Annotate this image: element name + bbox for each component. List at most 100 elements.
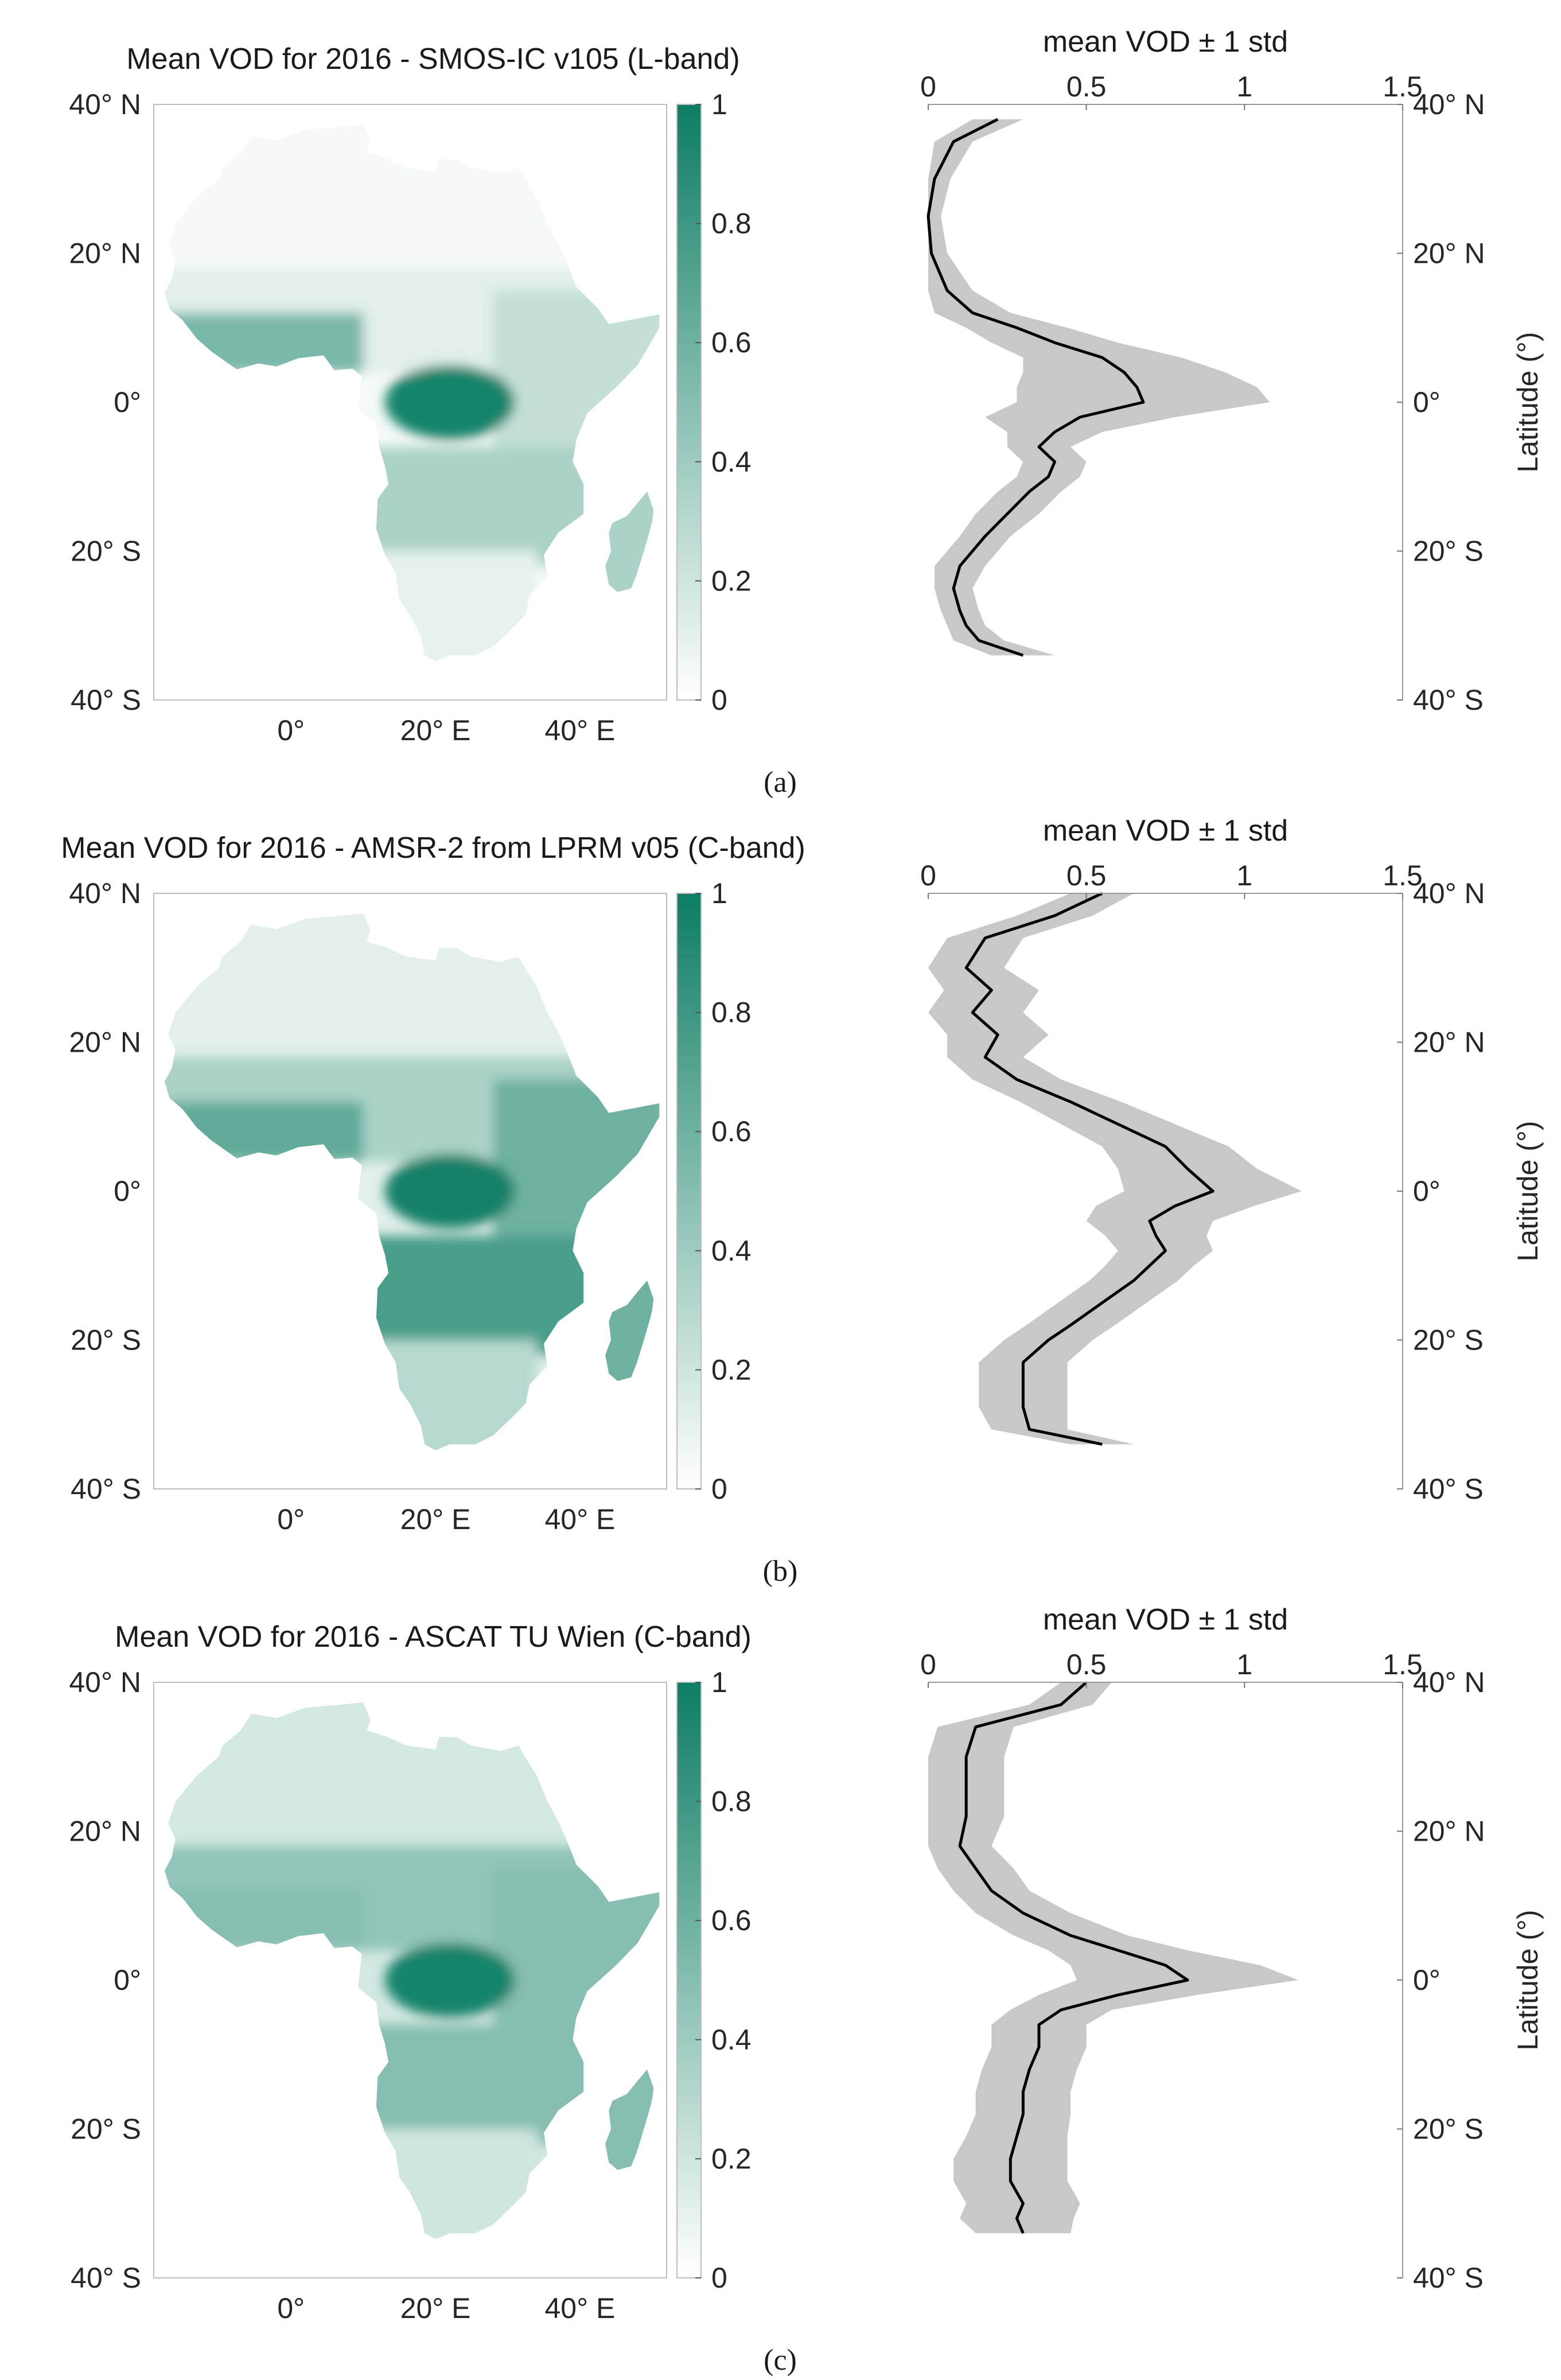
lat-tick-label: 0° xyxy=(114,1175,141,1207)
profile-y-tick-label: 40° N xyxy=(1413,1666,1485,1698)
profile-ylabel: Latitude (°) xyxy=(1512,1910,1544,2050)
colorbar-tick-label: 0.2 xyxy=(711,1354,752,1386)
lat-tick-label: 40° S xyxy=(71,684,141,716)
profile-x-tick-label: 1.5 xyxy=(1383,71,1423,103)
mean-line xyxy=(958,1681,1189,2234)
colorbar xyxy=(676,104,702,701)
colorbar-tick-label: 1 xyxy=(711,88,727,120)
panel-a: Mean VOD for 2016 - SMOS-IC v105 (L-band… xyxy=(69,25,1544,799)
map-fill xyxy=(164,1702,660,2239)
vod-map xyxy=(164,125,660,662)
colorbar-tick-label: 0 xyxy=(711,2262,727,2294)
profile-y-tick-label: 40° S xyxy=(1413,2262,1484,2294)
map-frame xyxy=(153,893,667,1490)
lat-tick-label: 20° N xyxy=(69,1026,141,1059)
lat-tick-label: 40° N xyxy=(69,877,141,909)
colorbar xyxy=(676,1682,702,2278)
lon-tick-label: 40° E xyxy=(544,2292,615,2324)
std-band xyxy=(928,1682,1299,2234)
profile-ylabel: Latitude (°) xyxy=(1512,332,1544,472)
vod-map xyxy=(164,913,660,1450)
lat-tick-label: 20° S xyxy=(71,535,141,567)
profile-y-tick-label: 20° S xyxy=(1413,1324,1484,1356)
lon-tick-label: 20° E xyxy=(400,714,471,746)
region-west-coast xyxy=(164,1102,364,1162)
region-congo xyxy=(384,1943,515,2017)
profile-y-tick-label: 20° S xyxy=(1413,2113,1484,2145)
panels-root: Mean VOD for 2016 - SMOS-IC v105 (L-band… xyxy=(61,25,1544,2377)
profile-x-tick-label: 1 xyxy=(1236,1648,1252,1681)
std-band xyxy=(928,893,1302,1445)
profile-x-tick-label: 0 xyxy=(920,71,936,103)
profile-y-tick-label: 0° xyxy=(1413,1175,1441,1207)
region-southern-savanna xyxy=(363,2024,595,2144)
region-southern-dry xyxy=(363,1340,537,1450)
profile-ylabel: Latitude (°) xyxy=(1512,1121,1544,1261)
profile-y-tick-label: 20° S xyxy=(1413,535,1484,567)
panel-caption: (c) xyxy=(764,2344,797,2377)
profile-title: mean VOD ± 1 std xyxy=(1043,1603,1288,1636)
profile-title: mean VOD ± 1 std xyxy=(1043,25,1288,59)
profile-x-tick-label: 1 xyxy=(1236,71,1252,103)
panel-b: Mean VOD for 2016 - AMSR-2 from LPRM v05… xyxy=(61,814,1544,1588)
map-regions xyxy=(164,268,660,662)
lat-tick-label: 40° S xyxy=(71,2262,141,2294)
mean-line xyxy=(964,892,1214,1446)
profile-y-tick-label: 0° xyxy=(1413,386,1441,418)
profile-x-tick-label: 0.5 xyxy=(1066,860,1107,892)
colorbar-tick-label: 0.2 xyxy=(711,2142,752,2175)
profile-x-tick-label: 0 xyxy=(920,860,936,892)
profile-x-tick-label: 1.5 xyxy=(1383,1648,1423,1681)
colorbar-tick-label: 0.4 xyxy=(711,2024,752,2056)
map-title: Mean VOD for 2016 - SMOS-IC v105 (L-band… xyxy=(126,42,739,76)
colorbar-tick-label: 0.8 xyxy=(711,997,752,1029)
lat-tick-label: 20° N xyxy=(69,238,141,270)
region-congo xyxy=(384,1154,515,1228)
colorbar-tick-label: 0.2 xyxy=(711,565,752,597)
region-southern-dry xyxy=(363,2129,537,2239)
madagascar xyxy=(605,1280,654,1381)
region-southern-savanna xyxy=(363,1235,595,1355)
lat-tick-label: 40° N xyxy=(69,1666,141,1698)
colorbar-tick-label: 0 xyxy=(711,684,727,716)
lon-tick-label: 20° E xyxy=(400,1503,471,1535)
region-southern-dry xyxy=(363,551,537,662)
madagascar xyxy=(605,2069,654,2170)
colorbar-tick-label: 0.8 xyxy=(711,1786,752,1818)
colorbar-tick-label: 0.4 xyxy=(711,1235,752,1267)
colorbar-tick-label: 0.6 xyxy=(711,326,752,359)
profile-y-tick-label: 40° S xyxy=(1413,684,1484,716)
profile-y-tick-label: 40° N xyxy=(1413,877,1485,909)
colorbar-tick-label: 1 xyxy=(711,1666,727,1698)
std-band xyxy=(928,119,1270,656)
lat-tick-label: 20° S xyxy=(71,1324,141,1356)
profile-y-tick-label: 20° N xyxy=(1413,238,1485,270)
profile-y-tick-label: 40° N xyxy=(1413,88,1485,120)
lat-tick-label: 40° N xyxy=(69,88,141,120)
lon-tick-label: 40° E xyxy=(544,714,615,746)
map-fill xyxy=(164,913,660,1450)
lon-tick-label: 0° xyxy=(277,714,305,746)
map-title: Mean VOD for 2016 - ASCAT TU Wien (C-ban… xyxy=(115,1620,752,1654)
panel-caption: (b) xyxy=(763,1555,798,1588)
mean-line xyxy=(927,118,1145,657)
lon-tick-label: 40° E xyxy=(544,1503,615,1535)
lat-tick-label: 0° xyxy=(114,386,141,418)
map-title: Mean VOD for 2016 - AMSR-2 from LPRM v05… xyxy=(61,831,805,865)
lon-tick-label: 20° E xyxy=(400,2292,471,2324)
profile-y-tick-label: 0° xyxy=(1413,1964,1441,1996)
lat-tick-label: 20° S xyxy=(71,2113,141,2145)
region-congo xyxy=(384,365,515,440)
profile-x-tick-label: 0 xyxy=(920,1648,936,1681)
vod-map xyxy=(164,1702,660,2239)
colorbar xyxy=(676,893,702,1490)
colorbar-tick-label: 0.6 xyxy=(711,1115,752,1148)
lon-tick-label: 0° xyxy=(277,1503,305,1535)
panel-caption: (a) xyxy=(764,766,797,799)
map-frame xyxy=(153,104,667,701)
profile-title: mean VOD ± 1 std xyxy=(1043,814,1288,847)
map-regions xyxy=(164,1057,660,1450)
colorbar-tick-label: 0.6 xyxy=(711,1904,752,1936)
profile-x-tick-label: 1 xyxy=(1236,860,1252,892)
